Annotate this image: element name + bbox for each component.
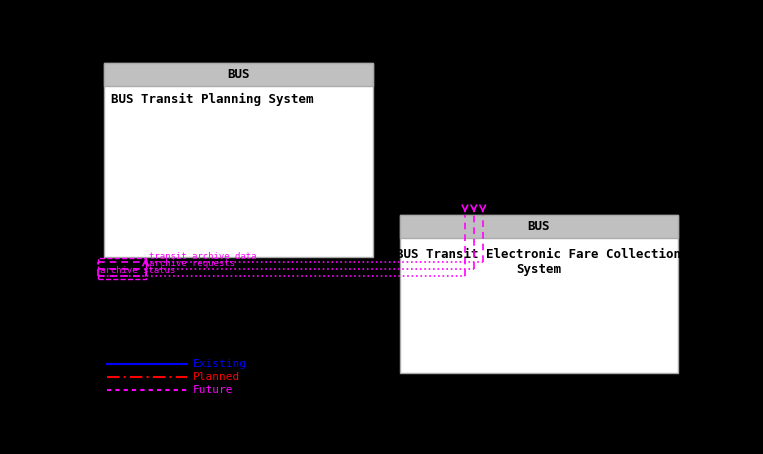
Bar — [105, 63, 373, 86]
Text: Planned: Planned — [193, 372, 240, 382]
Text: BUS Transit Planning System: BUS Transit Planning System — [111, 93, 314, 106]
Text: transit archive data: transit archive data — [149, 252, 256, 261]
Text: archive status: archive status — [100, 266, 175, 275]
Text: BUS: BUS — [227, 68, 250, 81]
Text: Future: Future — [193, 385, 233, 395]
Bar — [400, 215, 678, 238]
Text: BUS: BUS — [528, 220, 550, 233]
Bar — [98, 257, 146, 279]
Text: Existing: Existing — [193, 359, 247, 369]
Bar — [400, 215, 678, 373]
Text: archive requests: archive requests — [149, 259, 234, 268]
Bar — [105, 63, 373, 257]
Text: BUS Transit Electronic Fare Collection
System: BUS Transit Electronic Fare Collection S… — [396, 248, 681, 276]
